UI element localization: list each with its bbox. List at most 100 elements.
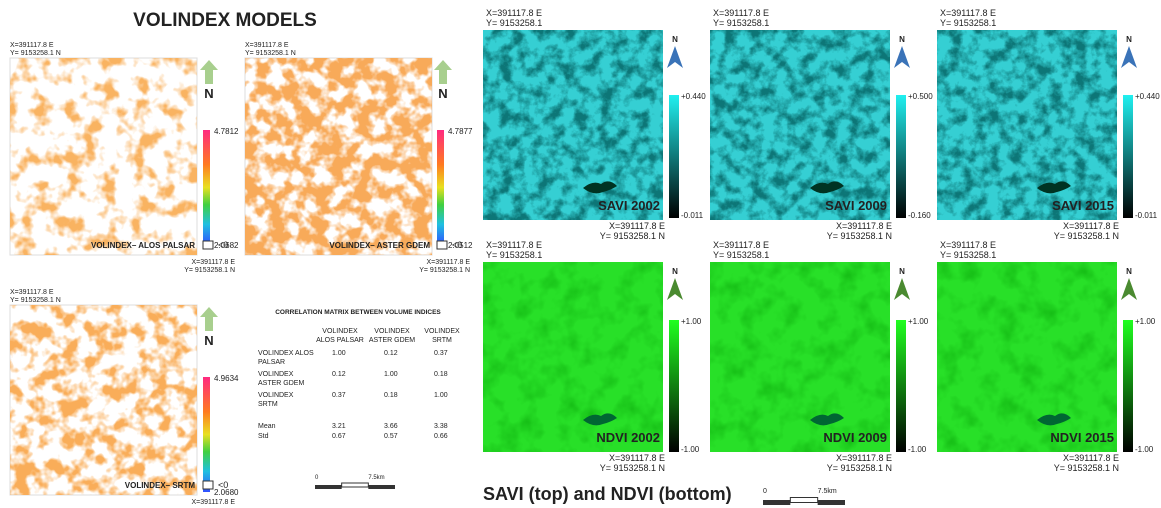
north-label: N xyxy=(204,86,213,101)
coordinate: Y= 9153258.1 N xyxy=(827,463,892,473)
color-bar-min: -1.00 xyxy=(908,445,927,454)
north-arrow xyxy=(1121,278,1137,300)
cell: 1.00 xyxy=(332,350,346,357)
coordinate: X=391117.8 E xyxy=(713,8,769,18)
scalebar-label: 0 xyxy=(315,475,319,481)
color-bar xyxy=(203,377,210,492)
scalebar-segment xyxy=(342,483,369,487)
coordinate: Y= 9153258.1 N xyxy=(419,267,470,274)
map-label: NDVI 2015 xyxy=(1050,430,1114,445)
scalebar-segment xyxy=(368,485,395,489)
map-texture xyxy=(937,262,1117,452)
coordinate: X=391117.8 E xyxy=(940,8,996,18)
figure: VOLINDEX MODELSX=391117.8 EY= 9153258.1 … xyxy=(0,0,1161,508)
cell: 0.57 xyxy=(384,433,398,440)
color-bar xyxy=(203,130,210,245)
color-bar xyxy=(437,130,444,245)
north-arrow xyxy=(667,46,683,68)
color-bar-min: -0.011 xyxy=(681,211,704,220)
coordinate: X=391117.8 E xyxy=(486,8,542,18)
color-bar-max: +0.440 xyxy=(1135,92,1160,101)
coordinate: X=391117.8 E xyxy=(426,259,470,266)
color-bar xyxy=(896,320,906,452)
coordinate: Y= 9153258.1 N xyxy=(600,463,665,473)
coordinate: X=391117.8 E xyxy=(940,240,996,250)
nodata-label: <0 xyxy=(218,240,228,250)
cell: 3.66 xyxy=(384,423,398,430)
coordinate: Y= 9153258.1 xyxy=(713,18,769,28)
volume-map xyxy=(10,58,197,255)
coordinate: Y= 9153258.1 xyxy=(486,250,542,260)
cell: 1.00 xyxy=(434,392,448,399)
map-label: VOLINDEX– SRTM xyxy=(125,481,196,490)
north-arrow xyxy=(1121,46,1137,68)
map-label: SAVI 2002 xyxy=(598,198,660,213)
map-label: NDVI 2002 xyxy=(596,430,660,445)
color-bar-max: +1.00 xyxy=(681,317,702,326)
cell: 0.18 xyxy=(384,392,398,399)
map-texture xyxy=(937,30,1117,220)
coordinate: Y= 9153258.1 N xyxy=(600,231,665,241)
north-label: N xyxy=(672,35,678,44)
coordinate: X=391117.8 E xyxy=(486,240,542,250)
cell: 0.18 xyxy=(434,371,448,378)
north-arrow xyxy=(200,60,218,84)
table-title: CORRELATION MATRIX BETWEEN VOLUME INDICE… xyxy=(275,309,441,316)
coordinate: Y= 9153258.1 xyxy=(940,18,996,28)
color-bar-max: +1.00 xyxy=(1135,317,1156,326)
row-label: VOLINDEX xyxy=(258,371,294,378)
cell: 3.21 xyxy=(332,423,346,430)
row-label: PALSAR xyxy=(258,359,285,366)
nodata-label: <0 xyxy=(218,480,228,490)
row-label: SRTM xyxy=(258,401,278,408)
row-label: ASTER GDEM xyxy=(258,380,304,387)
row-label: Mean xyxy=(258,423,276,430)
coordinate: X=391117.8 E xyxy=(10,289,54,296)
map-label: SAVI 2009 xyxy=(825,198,887,213)
coordinate: X=391117.8 E xyxy=(10,42,54,49)
cell: 0.37 xyxy=(332,392,346,399)
coordinate: X=391117.8 E xyxy=(1063,453,1119,463)
color-bar xyxy=(669,95,679,218)
north-label: N xyxy=(899,35,905,44)
north-label: N xyxy=(1126,35,1132,44)
coordinate: X=391117.8 E xyxy=(191,499,235,506)
coordinate: Y= 9153258.1 xyxy=(940,250,996,260)
north-arrow xyxy=(894,46,910,68)
coordinate: Y= 9153258.1 N xyxy=(10,297,61,304)
coordinate: X=391117.8 E xyxy=(191,259,235,266)
coordinate: X=391117.8 E xyxy=(836,221,892,231)
color-bar xyxy=(1123,95,1133,218)
row-label: Std xyxy=(258,433,269,440)
cell: 3.38 xyxy=(434,423,448,430)
map-label: VOLINDEX– ASTER GDEM xyxy=(329,241,430,250)
north-arrow xyxy=(434,60,452,84)
coordinate: X=391117.8 E xyxy=(1063,221,1119,231)
coordinate: Y= 9153258.1 N xyxy=(10,50,61,57)
coordinate: Y= 9153258.1 xyxy=(713,250,769,260)
scalebar-label: 7.5km xyxy=(368,475,384,481)
row-label: VOLINDEX ALOS xyxy=(258,350,314,357)
color-bar-min: -1.00 xyxy=(681,445,700,454)
coordinate: Y= 9153258.1 xyxy=(486,18,542,28)
volume-map xyxy=(245,58,432,255)
color-bar xyxy=(1123,320,1133,452)
color-bar-max: 4.7877 xyxy=(448,127,473,136)
scalebar-segment xyxy=(315,485,342,489)
coordinate: Y= 9153258.1 N xyxy=(1054,231,1119,241)
map-texture xyxy=(483,262,663,452)
caption: SAVI (top) and NDVI (bottom) xyxy=(483,484,732,504)
scalebar-segment xyxy=(763,500,790,505)
scalebar-segment xyxy=(790,498,817,503)
north-arrow xyxy=(200,307,218,331)
column-header: VOLINDEX xyxy=(322,328,358,335)
cell: 0.66 xyxy=(434,433,448,440)
column-header: ALOS PALSAR xyxy=(316,337,364,344)
column-header: VOLINDEX xyxy=(424,328,460,335)
north-arrow xyxy=(667,278,683,300)
color-bar xyxy=(669,320,679,452)
color-bar-max: 4.9634 xyxy=(214,374,239,383)
color-bar-max: +1.00 xyxy=(908,317,929,326)
column-header: VOLINDEX xyxy=(374,328,410,335)
title: VOLINDEX MODELS xyxy=(133,10,317,31)
